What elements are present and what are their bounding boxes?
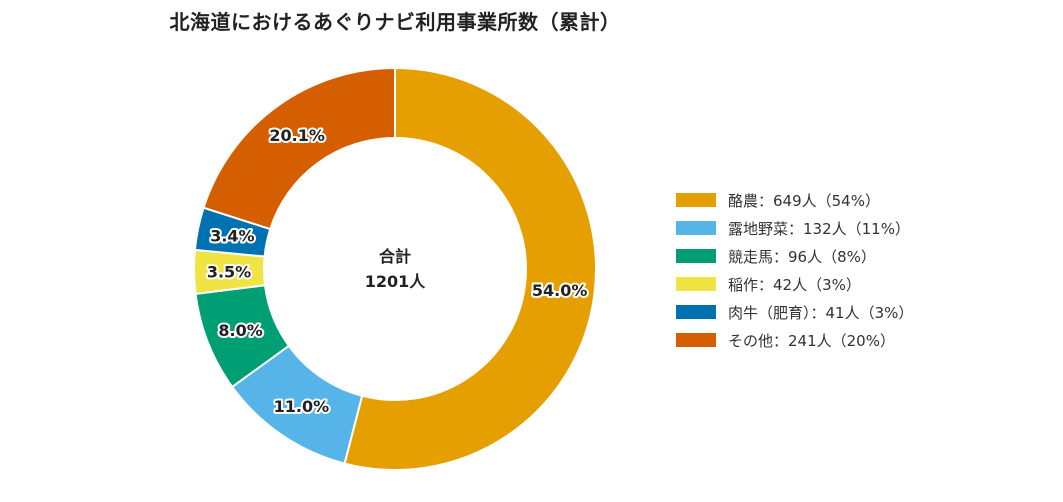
legend-label: 稲作：42人（3%）	[728, 275, 861, 294]
slice-percent-label: 3.4%	[210, 227, 254, 246]
slice-percent-label: 8.0%	[218, 321, 262, 340]
slice-percent-label: 3.5%	[207, 262, 251, 281]
legend-swatch	[676, 277, 716, 291]
donut-chart: 54.0% 11.0% 8.0% 3.5% 3.4% 20.1% 合計 1201人	[193, 66, 597, 471]
donut-slices	[193, 66, 597, 471]
slice-percent-label: 11.0%	[274, 397, 330, 416]
donut-slice	[343, 66, 597, 471]
legend-item: その他：241人（20%）	[676, 326, 913, 354]
center-label-total: 1201人	[365, 272, 427, 291]
legend-label: 肉牛（肥育）：41人（3%）	[728, 303, 914, 322]
legend-item: 肉牛（肥育）：41人（3%）	[676, 298, 913, 326]
legend-item: 競走馬：96人（8%）	[676, 242, 913, 270]
legend-item: 酪農：649人（54%）	[676, 186, 913, 214]
donut-slice-labels: 54.0% 11.0% 8.0% 3.5% 3.4% 20.1%	[205, 124, 590, 418]
legend-label: 酪農：649人（54%）	[728, 191, 880, 210]
center-label-title: 合計	[379, 247, 411, 266]
legend-label: その他：241人（20%）	[728, 331, 895, 350]
legend-item: 露地野菜：132人（11%）	[676, 214, 913, 242]
legend-item: 稲作：42人（3%）	[676, 270, 913, 298]
legend: 酪農：649人（54%） 露地野菜：132人（11%） 競走馬：96人（8%） 稲作：…	[676, 186, 913, 354]
legend-label: 競走馬：96人（8%）	[728, 247, 876, 266]
slice-percent-label: 20.1%	[269, 126, 325, 145]
legend-label: 露地野菜：132人（11%）	[728, 219, 910, 238]
slice-percent-label: 54.0%	[532, 281, 588, 300]
chart-title: 北海道におけるあぐりナビ利用事業所数（累計）	[169, 10, 621, 34]
donut-slice	[202, 66, 396, 231]
legend-swatch	[676, 249, 716, 263]
legend-swatch	[676, 221, 716, 235]
legend-swatch	[676, 333, 716, 347]
legend-swatch	[676, 305, 716, 319]
legend-swatch	[676, 193, 716, 207]
